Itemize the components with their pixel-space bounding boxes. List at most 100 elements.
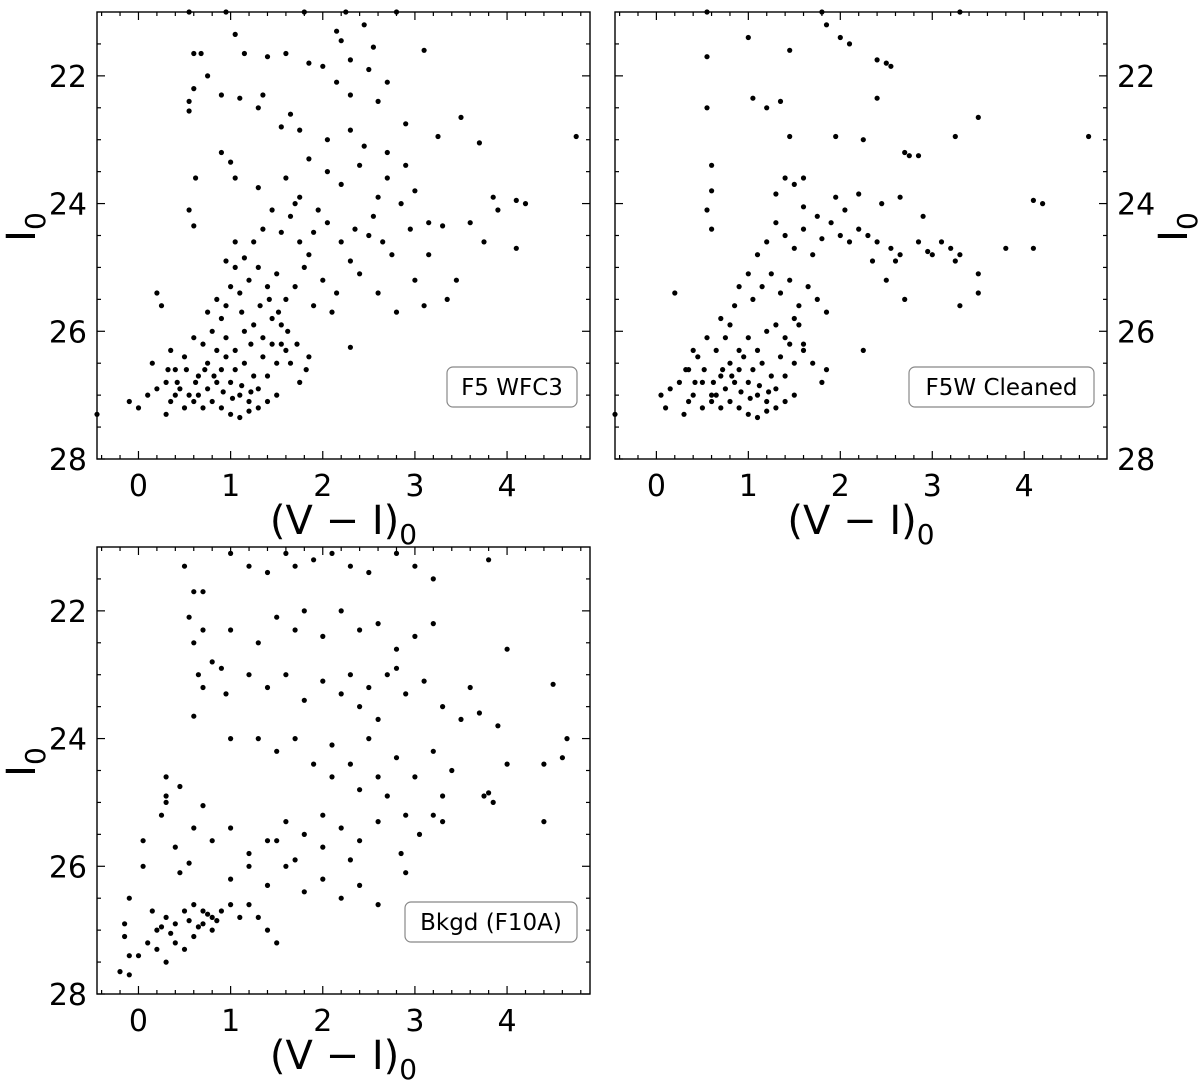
- data-point: [264, 882, 271, 889]
- data-point: [329, 550, 335, 557]
- data-point: [306, 354, 312, 360]
- x-tick-label: 3: [405, 469, 424, 504]
- data-point: [787, 277, 793, 283]
- data-point: [412, 277, 418, 283]
- data-point: [810, 252, 816, 258]
- data-point: [200, 921, 206, 927]
- data-point: [223, 258, 229, 264]
- data-point: [214, 379, 220, 385]
- data-point: [174, 379, 180, 385]
- data-point: [902, 149, 908, 156]
- data-point: [338, 38, 344, 44]
- data-point: [667, 386, 673, 392]
- data-point: [246, 563, 252, 569]
- data-point: [833, 133, 839, 140]
- data-point: [440, 793, 446, 799]
- scatter-points: [94, 9, 579, 421]
- x-tick-label: 4: [1015, 469, 1034, 504]
- data-point: [126, 398, 132, 405]
- data-point: [172, 940, 178, 946]
- data-point: [403, 812, 409, 818]
- data-point: [384, 79, 390, 85]
- data-point: [957, 303, 963, 309]
- data-point: [800, 341, 807, 347]
- data-point: [347, 857, 353, 863]
- data-point: [874, 95, 880, 101]
- data-point: [426, 252, 432, 258]
- y-tick-label: 28: [1117, 443, 1155, 478]
- data-point: [393, 550, 400, 557]
- data-point: [403, 121, 409, 127]
- data-point: [334, 28, 340, 34]
- x-axis: 0 1 2 3 4: [101, 547, 582, 1039]
- data-point: [874, 239, 880, 245]
- data-point: [663, 405, 669, 411]
- data-point: [248, 389, 254, 395]
- legend-label: Bkgd (F10A): [420, 910, 562, 936]
- data-point: [1086, 133, 1092, 140]
- data-point: [283, 863, 289, 869]
- data-point: [324, 169, 330, 175]
- data-point: [745, 379, 751, 385]
- data-point: [357, 627, 363, 633]
- data-point: [800, 226, 807, 232]
- data-point: [274, 748, 280, 754]
- data-point: [357, 882, 363, 889]
- data-point: [246, 398, 252, 405]
- data-point: [195, 392, 201, 398]
- data-point: [366, 736, 372, 742]
- data-point: [264, 838, 271, 844]
- data-point: [177, 870, 183, 876]
- data-point: [393, 646, 400, 652]
- data-point: [1040, 201, 1046, 207]
- data-point: [232, 239, 238, 245]
- x-tick-label: 2: [313, 469, 332, 504]
- data-point: [246, 902, 252, 908]
- x-tick-label: 3: [405, 1004, 424, 1039]
- data-point: [306, 252, 312, 258]
- data-point: [209, 838, 215, 844]
- data-point: [165, 367, 171, 373]
- data-point: [732, 303, 738, 309]
- data-point: [283, 550, 289, 557]
- data-point: [787, 133, 793, 140]
- data-point: [759, 360, 765, 366]
- data-point: [209, 659, 215, 665]
- data-point: [334, 79, 340, 85]
- data-point: [255, 264, 261, 270]
- data-point: [172, 844, 178, 850]
- data-point: [320, 812, 326, 818]
- data-point: [315, 207, 321, 213]
- data-point: [264, 373, 271, 379]
- data-point: [255, 386, 261, 392]
- data-point: [255, 640, 261, 646]
- data-point: [149, 360, 155, 366]
- data-point: [426, 220, 432, 226]
- data-point: [819, 379, 825, 385]
- data-point: [228, 379, 234, 385]
- data-point: [777, 290, 784, 296]
- data-point: [915, 153, 922, 159]
- data-point: [384, 149, 390, 156]
- data-point: [773, 191, 779, 197]
- data-point: [292, 857, 298, 863]
- data-point: [135, 405, 142, 411]
- data-point: [181, 946, 188, 952]
- data-point: [311, 229, 317, 235]
- data-point: [486, 557, 492, 563]
- x-axis-label-subscript: 0: [917, 518, 935, 551]
- data-point: [246, 672, 252, 678]
- x-tick-label: 2: [313, 1004, 332, 1039]
- data-point: [467, 220, 473, 226]
- data-point: [181, 405, 188, 411]
- data-point: [260, 354, 266, 360]
- data-point: [842, 207, 848, 213]
- data-point: [186, 108, 192, 114]
- data-point: [209, 328, 215, 334]
- data-point: [713, 392, 719, 398]
- data-point: [754, 414, 761, 421]
- data-point: [773, 220, 779, 226]
- data-point: [709, 188, 715, 194]
- data-point: [704, 207, 710, 213]
